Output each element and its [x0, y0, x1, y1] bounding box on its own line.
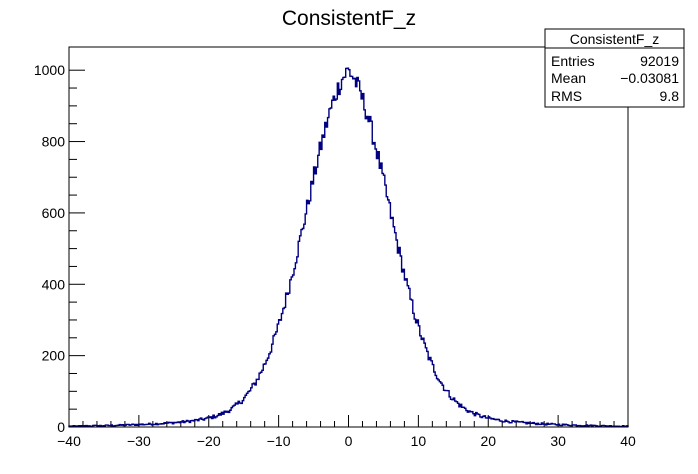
- stats-entries-value: 92019: [640, 53, 679, 69]
- y-tick-label: 200: [42, 348, 66, 364]
- x-tick-label: 20: [480, 433, 496, 449]
- x-tick-label: 0: [345, 433, 353, 449]
- plot-frame: [68, 46, 629, 428]
- stats-mean-label: Mean: [551, 70, 586, 86]
- stats-rms-value: 9.8: [660, 88, 680, 104]
- chart-title: ConsistentF_z: [282, 7, 416, 30]
- y-tick-label: 1000: [34, 62, 65, 78]
- x-tick-label: 10: [411, 433, 427, 449]
- x-tick-label: −20: [197, 433, 221, 449]
- stats-box: ConsistentF_z Entries 92019 Mean −0.0308…: [544, 28, 685, 108]
- stats-rms-label: RMS: [551, 88, 582, 104]
- stats-mean-value: −0.03081: [620, 70, 679, 86]
- y-axis: 0 200 400 600 800 1000: [34, 62, 85, 435]
- y-tick-label: 0: [57, 419, 65, 435]
- stats-entries-label: Entries: [551, 53, 595, 69]
- stats-box-title: ConsistentF_z: [570, 31, 659, 47]
- histogram-series-line: [68, 67, 629, 428]
- x-tick-label: −30: [127, 433, 151, 449]
- stats-box-frame: [544, 28, 685, 108]
- x-tick-label: −10: [267, 433, 291, 449]
- x-tick-label: 40: [620, 433, 636, 449]
- y-tick-label: 800: [42, 134, 66, 150]
- x-tick-label: −40: [57, 433, 81, 449]
- x-tick-label: 30: [550, 433, 566, 449]
- y-tick-label: 400: [42, 276, 66, 292]
- y-tick-label: 600: [42, 205, 66, 221]
